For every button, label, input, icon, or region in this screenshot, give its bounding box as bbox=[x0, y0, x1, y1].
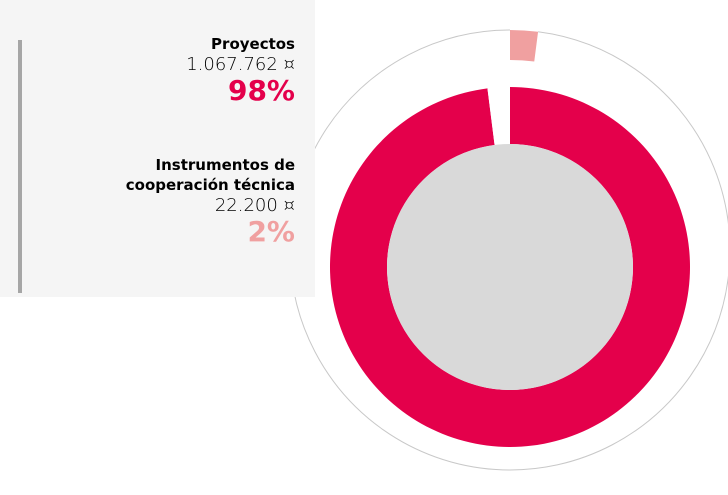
outer-arc bbox=[510, 30, 539, 62]
percent-label: 2% bbox=[247, 215, 295, 248]
donut-slice bbox=[487, 87, 510, 145]
legend-item: Instrumentos de cooperación técnica 22.2… bbox=[75, 155, 295, 247]
outer-arc bbox=[289, 29, 728, 471]
amount-label: 1.067.762 ¤ bbox=[186, 54, 295, 75]
amount-label: 22.200 ¤ bbox=[214, 195, 295, 216]
legend-panel: Proyectos 1.067.762 ¤ 98% Instrumentos d… bbox=[0, 0, 315, 297]
category-name: Instrumentos de cooperación técnica bbox=[125, 156, 295, 194]
donut-slice bbox=[330, 87, 691, 447]
legend-item: Proyectos 1.067.762 ¤ 98% bbox=[75, 34, 295, 106]
percent-label: 98% bbox=[227, 74, 295, 107]
category-name: Proyectos bbox=[211, 35, 295, 53]
donut-hole bbox=[387, 144, 633, 390]
legend-bar bbox=[18, 40, 22, 293]
